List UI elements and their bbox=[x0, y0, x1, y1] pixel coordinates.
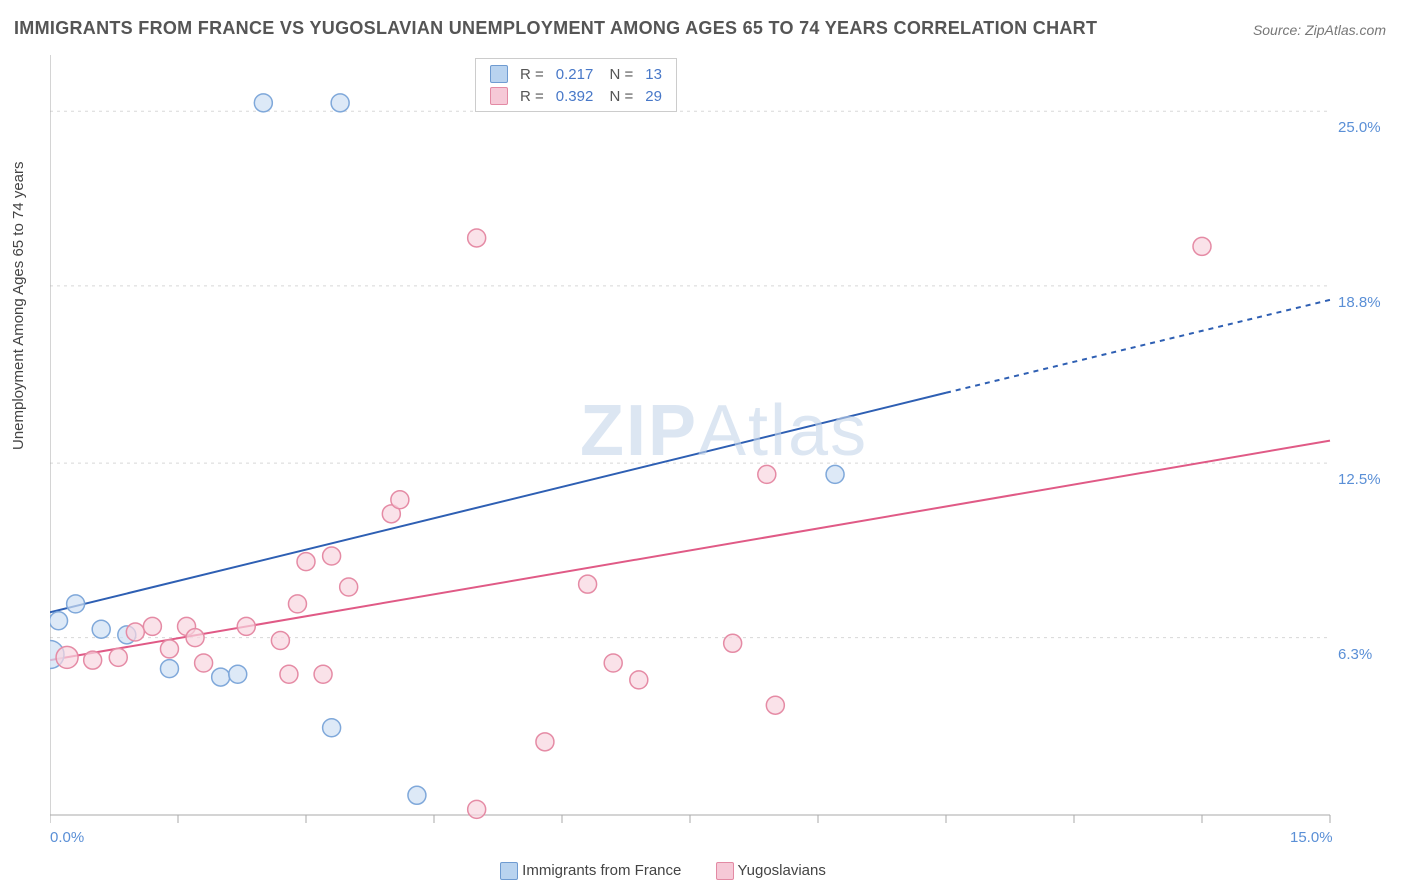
legend-row: R = 0.392 N = 29 bbox=[484, 85, 668, 107]
n-label: N = bbox=[599, 63, 639, 85]
legend-row: R = 0.217 N = 13 bbox=[484, 63, 668, 85]
y-tick-label: 6.3% bbox=[1338, 646, 1372, 663]
r-value: 0.392 bbox=[550, 85, 600, 107]
legend-item: Yugoslavians bbox=[716, 862, 826, 880]
n-label: N = bbox=[599, 85, 639, 107]
scatter-chart bbox=[50, 55, 1390, 835]
y-tick-label: 18.8% bbox=[1338, 294, 1381, 311]
plot-area bbox=[50, 55, 1390, 835]
x-tick-label: 15.0% bbox=[1290, 829, 1333, 846]
source-attribution: Source: ZipAtlas.com bbox=[1253, 22, 1386, 38]
n-value: 29 bbox=[639, 85, 668, 107]
legend-item: Immigrants from France bbox=[500, 862, 681, 880]
n-value: 13 bbox=[639, 63, 668, 85]
x-tick-label: 0.0% bbox=[50, 829, 84, 846]
y-tick-label: 25.0% bbox=[1338, 119, 1381, 136]
y-axis-label: Unemployment Among Ages 65 to 74 years bbox=[10, 161, 27, 450]
swatch-icon bbox=[500, 862, 518, 880]
chart-title: IMMIGRANTS FROM FRANCE VS YUGOSLAVIAN UN… bbox=[14, 18, 1097, 39]
correlation-legend: R = 0.217 N = 13 R = 0.392 N = 29 bbox=[475, 58, 677, 112]
legend-label: Yugoslavians bbox=[737, 862, 825, 879]
swatch-icon bbox=[716, 862, 734, 880]
swatch-icon bbox=[490, 87, 508, 105]
swatch-icon bbox=[490, 65, 508, 83]
r-label: R = bbox=[514, 63, 550, 85]
legend-label: Immigrants from France bbox=[522, 862, 681, 879]
y-tick-label: 12.5% bbox=[1338, 471, 1381, 488]
series-legend: Immigrants from France Yugoslavians bbox=[500, 862, 856, 880]
r-value: 0.217 bbox=[550, 63, 600, 85]
r-label: R = bbox=[514, 85, 550, 107]
